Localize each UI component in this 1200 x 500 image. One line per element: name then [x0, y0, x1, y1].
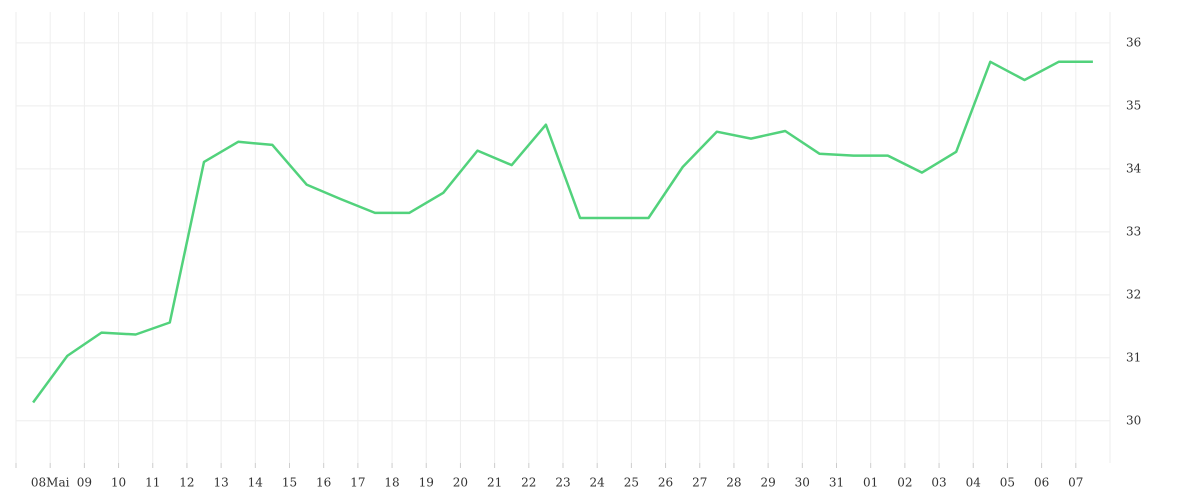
price-line	[32, 60, 1093, 404]
y-tick-label: 33	[1126, 224, 1141, 238]
x-tick-label: 29	[760, 476, 775, 490]
x-tick-label: 02	[897, 476, 912, 490]
x-tick-label: 30	[795, 476, 810, 490]
x-tick-label: 09	[77, 476, 92, 490]
x-tick-label: 10	[111, 476, 126, 490]
y-tick-label: 35	[1126, 98, 1141, 112]
x-tick-label: 08Mai	[31, 476, 70, 490]
y-tick-label: 32	[1126, 287, 1141, 301]
y-tick-label: 31	[1126, 350, 1141, 364]
x-tick-label: 06	[1034, 476, 1049, 490]
x-tick-label: 05	[1000, 476, 1015, 490]
y-tick-label: 34	[1126, 161, 1142, 175]
x-tick-label: 18	[384, 476, 399, 490]
x-tick-label: 26	[658, 476, 673, 490]
x-tick-label: 21	[487, 476, 502, 490]
x-tick-label: 27	[692, 476, 707, 490]
x-tick-label: 28	[726, 476, 741, 490]
x-tick-label: 24	[590, 476, 606, 490]
x-tick-label: 15	[282, 476, 297, 490]
x-tick-label: 07	[1068, 476, 1083, 490]
y-tick-label: 36	[1126, 35, 1141, 49]
x-tick-label: 12	[179, 476, 194, 490]
x-tick-label: 11	[145, 476, 160, 490]
y-tick-label: 30	[1126, 413, 1141, 427]
x-tick-label: 19	[419, 476, 434, 490]
x-tick-label: 22	[521, 476, 536, 490]
x-tick-label: 03	[931, 476, 946, 490]
x-tick-label: 23	[555, 476, 570, 490]
x-tick-label: 14	[248, 476, 264, 490]
x-tick-label: 01	[863, 476, 878, 490]
x-tick-label: 20	[453, 476, 468, 490]
x-tick-label: 17	[350, 476, 365, 490]
x-tick-label: 31	[829, 476, 844, 490]
x-tick-label: 25	[624, 476, 639, 490]
x-tick-label: 04	[966, 476, 982, 490]
x-tick-label: 13	[213, 476, 228, 490]
x-tick-label: 16	[316, 476, 331, 490]
